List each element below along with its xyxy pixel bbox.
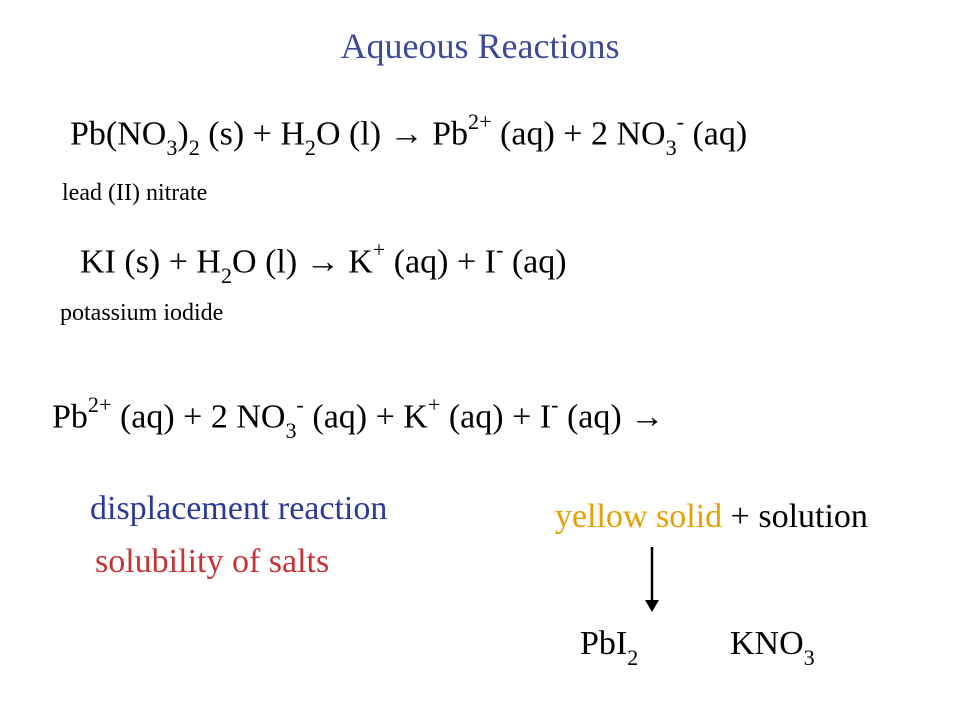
label-potassium-iodide: potassium iodide (60, 300, 223, 327)
eq1-plus1: + H (244, 115, 305, 152)
eq2-g: - (496, 237, 503, 262)
eq3-f: (aq) (304, 398, 367, 435)
eq1-rhs-c: (aq) + 2 NO (492, 115, 666, 152)
note-yellow-solid: yellow solid (555, 498, 722, 535)
eq3-j: + I (504, 398, 552, 435)
eq1-rhs-e: - (677, 109, 684, 134)
product-pbi2-a: PbI (580, 625, 627, 662)
eq1-plus1b: 2 (305, 135, 316, 160)
eq2-a: KI (s) + H (80, 243, 221, 280)
slide: Aqueous Reactions Pb(NO3)2 (s) + H2O (l)… (0, 0, 960, 720)
eq3-l: (aq) (558, 398, 630, 435)
product-kno3: KNO3 (730, 625, 815, 668)
eq2-c: O (l) (232, 243, 306, 280)
equation-3: Pb2+ (aq) + 2 NO3- (aq) + K+ (aq) + I- (… (52, 395, 664, 441)
product-kno3-a: KNO (730, 625, 804, 662)
product-pbi2-sub: 2 (627, 645, 638, 670)
eq1-rhs-f: (aq) (684, 115, 747, 152)
eq3-h: + (428, 392, 440, 417)
eq3-a: Pb (52, 398, 88, 435)
eq3-d: 3 (285, 418, 296, 443)
eq1-lhs-c: ) (177, 115, 188, 152)
eq1-arrow: → (390, 115, 424, 152)
note-products-phrase: yellow solid + solution (555, 498, 868, 536)
eq1-lhs-e: (s) (200, 115, 244, 152)
note-plus-solution: + solution (722, 498, 868, 535)
eq2-f: (aq) + I (385, 243, 496, 280)
eq2-b: 2 (221, 263, 232, 288)
eq3-i: (aq) (440, 398, 503, 435)
eq2-arrow: → (306, 243, 340, 280)
arrow-down-icon (637, 542, 667, 622)
eq1-plus1c: O (l) (316, 115, 390, 152)
equation-2: KI (s) + H2O (l) → K+ (aq) + I- (aq) (80, 240, 567, 286)
note-displacement: displacement reaction (90, 490, 387, 528)
eq1-lhs-a: Pb(NO (70, 115, 166, 152)
equation-1: Pb(NO3)2 (s) + H2O (l) → Pb2+ (aq) + 2 N… (70, 112, 747, 158)
eq3-b: 2+ (88, 392, 112, 417)
eq1-rhs-b: 2+ (468, 109, 492, 134)
product-kno3-sub: 3 (804, 645, 815, 670)
eq1-lhs-d: 2 (189, 135, 200, 160)
label-lead-nitrate: lead (II) nitrate (62, 180, 207, 207)
page-title: Aqueous Reactions (0, 25, 960, 67)
eq3-g: + K (367, 398, 428, 435)
product-pbi2: PbI2 (580, 625, 638, 668)
note-solubility: solubility of salts (95, 543, 329, 581)
eq2-d: K (340, 243, 373, 280)
eq2-h: (aq) (503, 243, 566, 280)
eq1-lhs-b: 3 (166, 135, 177, 160)
eq2-e: + (373, 237, 385, 262)
eq3-e: - (297, 392, 304, 417)
eq1-rhs-d: 3 (666, 135, 677, 160)
eq1-rhs-a: Pb (424, 115, 468, 152)
eq3-arrow: → (630, 398, 664, 435)
eq3-c: (aq) + 2 NO (111, 398, 285, 435)
eq3-k: - (551, 392, 558, 417)
